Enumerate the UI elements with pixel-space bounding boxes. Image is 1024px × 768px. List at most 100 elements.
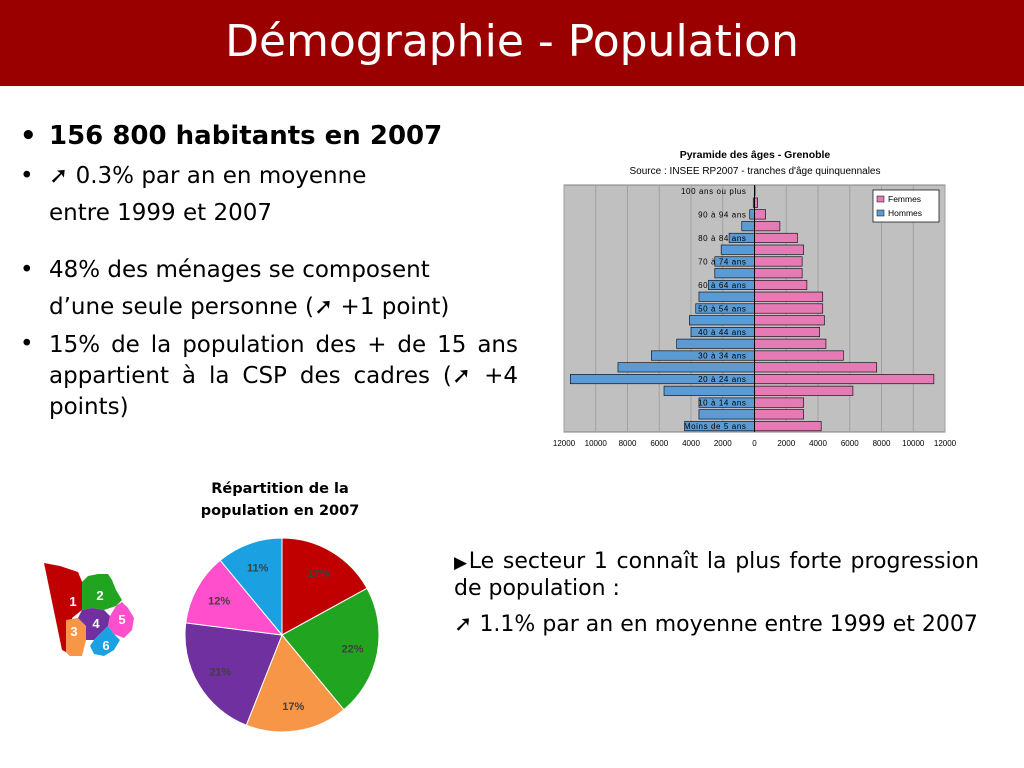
bullet-dot: •	[20, 257, 34, 283]
bullet-households-cont: d’une seule personne (➚ +1 point)	[49, 293, 449, 321]
bullet-text: 48% des ménages se composent	[49, 257, 430, 283]
bar-femmes	[754, 303, 824, 314]
bar-hommes	[617, 362, 755, 373]
category-label: 10 à 14 ans	[698, 399, 746, 408]
bullet-text: +4 points)	[49, 363, 519, 420]
bar-femmes	[754, 409, 805, 420]
pie-slice-label: 11%	[247, 562, 269, 574]
map-sector-6	[90, 626, 120, 656]
age-pyramid-chart: Pyramide des âges - Grenoble Source : IN…	[553, 149, 957, 448]
triangle-right-icon: ▶	[454, 553, 469, 573]
chart-subtitle: Source : INSEE RP2007 - tranches d'âge q…	[630, 166, 881, 177]
map-sector-1	[44, 563, 83, 656]
category-label: 100 ans ou plus	[681, 187, 747, 196]
bar-hommes	[698, 291, 755, 302]
pie-slice	[185, 559, 284, 636]
x-tick-label: 4000	[682, 439, 700, 448]
bar-femmes	[754, 291, 824, 302]
pie-slice	[281, 537, 368, 636]
x-tick-label: 4000	[809, 439, 827, 448]
bar-femmes	[754, 315, 825, 326]
map-sector-label: 2	[96, 588, 103, 603]
bullet-growth-cont: entre 1999 et 2007	[49, 200, 273, 226]
pie-slice-label: 17%	[282, 701, 304, 713]
legend	[872, 189, 940, 223]
bar-femmes	[754, 374, 935, 385]
bar-hommes	[663, 385, 755, 396]
pie-slice-label: 22%	[341, 643, 363, 655]
bar-femmes	[754, 327, 820, 338]
map-sector-5	[108, 602, 134, 638]
pie-slice	[219, 537, 283, 637]
bar-hommes	[676, 338, 755, 349]
page-title: Démographie - Population	[225, 16, 799, 67]
map-sector-label: 3	[70, 624, 77, 639]
paragraph-text: 1.1% par an en moyenne entre 1999 et 200…	[479, 612, 978, 637]
category-label: 90 à 94 ans	[698, 210, 746, 219]
map-sector-label: 1	[69, 594, 76, 609]
sector-map-image: 1 234 56	[44, 563, 134, 656]
bar-femmes	[754, 338, 827, 349]
arrow-up-icon: ➚	[454, 612, 473, 637]
bullet-text: +1 point)	[340, 294, 450, 320]
bar-femmes	[754, 209, 766, 220]
map-sector-label: 4	[92, 616, 100, 631]
bar-femmes	[754, 232, 798, 243]
legend-swatch	[876, 209, 885, 217]
pie-chart-title: Répartition de la population en 2007	[200, 481, 360, 519]
bar-femmes	[754, 362, 878, 373]
bullet-dot: •	[20, 331, 34, 357]
category-label: 20 à 24 ans	[698, 375, 746, 384]
category-label: 60 à 64 ans	[698, 281, 746, 290]
bar-femmes	[754, 244, 805, 255]
pie-slice-label: 17%	[308, 568, 330, 580]
sector-paragraph: ▶Le secteur 1 connaît la plus forte prog…	[454, 549, 979, 601]
bar-hommes	[741, 221, 755, 232]
bar-hommes	[698, 409, 755, 420]
pie-slice	[245, 634, 345, 733]
bar-femmes	[754, 397, 805, 408]
bar-hommes	[714, 268, 755, 279]
map-sector-2	[82, 574, 122, 610]
bar-hommes	[749, 209, 755, 220]
x-tick-label: 2000	[777, 439, 795, 448]
bar-femmes	[754, 268, 803, 279]
pie-slice-label: 12%	[208, 595, 230, 607]
x-tick-label: 8000	[873, 439, 891, 448]
pie-slice	[184, 622, 283, 726]
bullet-text: d’une seule personne (	[49, 294, 314, 320]
bar-femmes	[754, 256, 803, 267]
category-label: 80 à 84 ans	[698, 234, 746, 243]
x-tick-label: 6000	[650, 439, 668, 448]
map-sector-label: 5	[118, 612, 125, 627]
bar-femmes	[754, 279, 808, 290]
bar-hommes	[689, 315, 755, 326]
paragraph-text: Le secteur 1 connaît la plus forte progr…	[454, 549, 980, 601]
category-label: Moins de 5 ans	[684, 422, 747, 431]
bar-femmes	[754, 350, 844, 361]
arrow-up-icon: ➚	[451, 363, 472, 389]
title-bar	[0, 0, 1024, 86]
bar-femmes	[754, 221, 781, 232]
x-tick-label: 2000	[714, 439, 732, 448]
x-tick-label: 12000	[934, 439, 957, 448]
category-label: 30 à 34 ans	[698, 352, 746, 361]
legend-swatch	[876, 195, 885, 203]
legend-label: Femmes	[888, 194, 921, 204]
bar-femmes	[754, 385, 854, 396]
x-tick-label: 0	[752, 439, 757, 448]
x-tick-label: 6000	[841, 439, 859, 448]
population-pie-chart: 17% 22% 17% 21% 12% 11%	[184, 537, 380, 733]
x-tick-label: 10000	[585, 439, 608, 448]
bullet-dot: •	[20, 121, 37, 151]
sector-growth-paragraph: ➚ 1.1% par an en moyenne entre 1999 et 2…	[454, 612, 979, 637]
pie-slice	[281, 587, 380, 711]
category-label: 40 à 44 ans	[698, 328, 746, 337]
bullet-text: 15% de la population des + de 15 ans app…	[49, 332, 518, 389]
x-tick-label: 12000	[553, 439, 576, 448]
map-sector-label: 6	[102, 638, 109, 653]
category-label: 70 à 74 ans	[698, 257, 746, 266]
bullet-dot: •	[20, 163, 34, 189]
arrow-up-icon: ➚	[313, 294, 334, 320]
bar-hommes	[720, 244, 755, 255]
